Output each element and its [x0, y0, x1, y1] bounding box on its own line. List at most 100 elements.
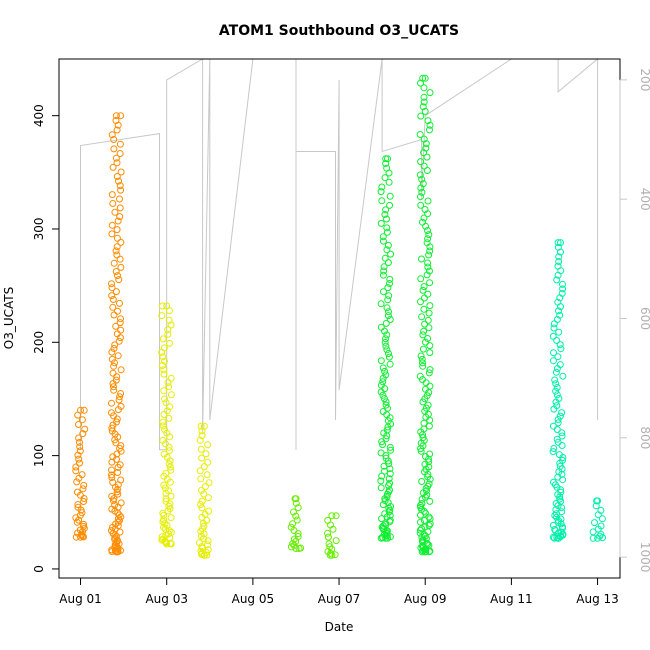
data-point [559, 280, 566, 288]
data-point [202, 450, 210, 458]
data-point [416, 529, 424, 537]
y-tick-label: 0 [32, 565, 46, 573]
data-point [418, 478, 426, 485]
data-point [328, 512, 336, 520]
data-point [425, 309, 433, 317]
data-point [324, 529, 331, 537]
right-y-tick-label: 200 [638, 68, 650, 91]
data-point [324, 516, 332, 524]
data-point [550, 445, 558, 452]
data-point [425, 522, 433, 529]
data-point [382, 398, 390, 406]
data-point [289, 520, 297, 528]
data-point [382, 160, 390, 167]
data-point [424, 235, 432, 243]
data-point [115, 276, 123, 284]
data-point [117, 366, 125, 374]
data-point [556, 311, 564, 319]
data-point [555, 253, 563, 261]
data-point [332, 537, 340, 545]
data-point [111, 208, 119, 216]
data-point [591, 519, 598, 527]
data-point [74, 503, 82, 511]
data-point [421, 320, 429, 328]
data-point [420, 84, 428, 92]
data-point [419, 359, 426, 367]
data-point [417, 352, 425, 360]
data-point [198, 432, 206, 440]
data-point [195, 539, 203, 547]
data-point [112, 268, 120, 275]
data-point [163, 302, 171, 310]
data-point [75, 455, 83, 463]
data-point [158, 533, 166, 541]
data-point [377, 381, 385, 389]
data-point [163, 429, 171, 437]
data-point [379, 391, 387, 399]
data-point [115, 337, 123, 345]
data-point [108, 466, 115, 474]
data-point [161, 357, 168, 365]
data-point [115, 511, 123, 519]
data-point [204, 441, 212, 449]
data-point [551, 376, 559, 384]
data-point [424, 197, 432, 205]
data-point [76, 443, 84, 451]
data-point [417, 298, 424, 306]
data-point [386, 192, 394, 200]
data-point [293, 516, 301, 524]
data-point [556, 361, 564, 369]
data-point [72, 463, 80, 471]
data-point [113, 173, 121, 180]
data-point [112, 548, 120, 556]
data-point [163, 540, 171, 548]
data-point [197, 475, 205, 483]
data-point [108, 191, 116, 199]
data-point [418, 525, 426, 533]
right-y-tick-label: 600 [638, 307, 650, 330]
data-point [420, 214, 428, 222]
data-point [386, 470, 394, 478]
data-point [385, 475, 393, 483]
data-point [108, 409, 115, 417]
data-point [554, 534, 562, 542]
data-point [426, 349, 434, 357]
data-point [417, 275, 425, 283]
data-point [424, 401, 432, 409]
data-point [383, 530, 391, 538]
data-point [112, 322, 120, 330]
data-point [381, 211, 389, 218]
data-point [420, 162, 428, 170]
data-point [160, 450, 168, 458]
data-point [419, 362, 427, 370]
data-point [377, 357, 385, 365]
data-point [558, 289, 566, 297]
data-point [112, 112, 120, 120]
data-point [167, 321, 175, 329]
data-point [117, 547, 124, 554]
data-point [382, 342, 390, 350]
data-point [387, 250, 395, 258]
data-point [198, 497, 206, 505]
data-point [162, 399, 170, 407]
data-point [165, 443, 173, 451]
data-point [117, 315, 124, 323]
y-axis: 0 100 200 300 400 [32, 104, 60, 573]
data-point [552, 368, 560, 376]
data-point [113, 251, 121, 259]
data-point [597, 506, 605, 514]
data-point [164, 326, 172, 334]
data-point [424, 263, 432, 271]
right-y-tick-label: 800 [638, 426, 650, 449]
data-point [380, 288, 387, 296]
data-point [423, 153, 431, 161]
data-point [556, 341, 564, 349]
chart-title: ATOM1 Southbound O3_UCATS [219, 23, 459, 39]
data-point [558, 409, 566, 417]
data-point [114, 217, 122, 225]
data-point [117, 263, 125, 271]
data-point [116, 461, 124, 469]
pressure-profile-layer [80, 57, 599, 451]
data-point [110, 259, 118, 267]
data-point [420, 419, 428, 427]
